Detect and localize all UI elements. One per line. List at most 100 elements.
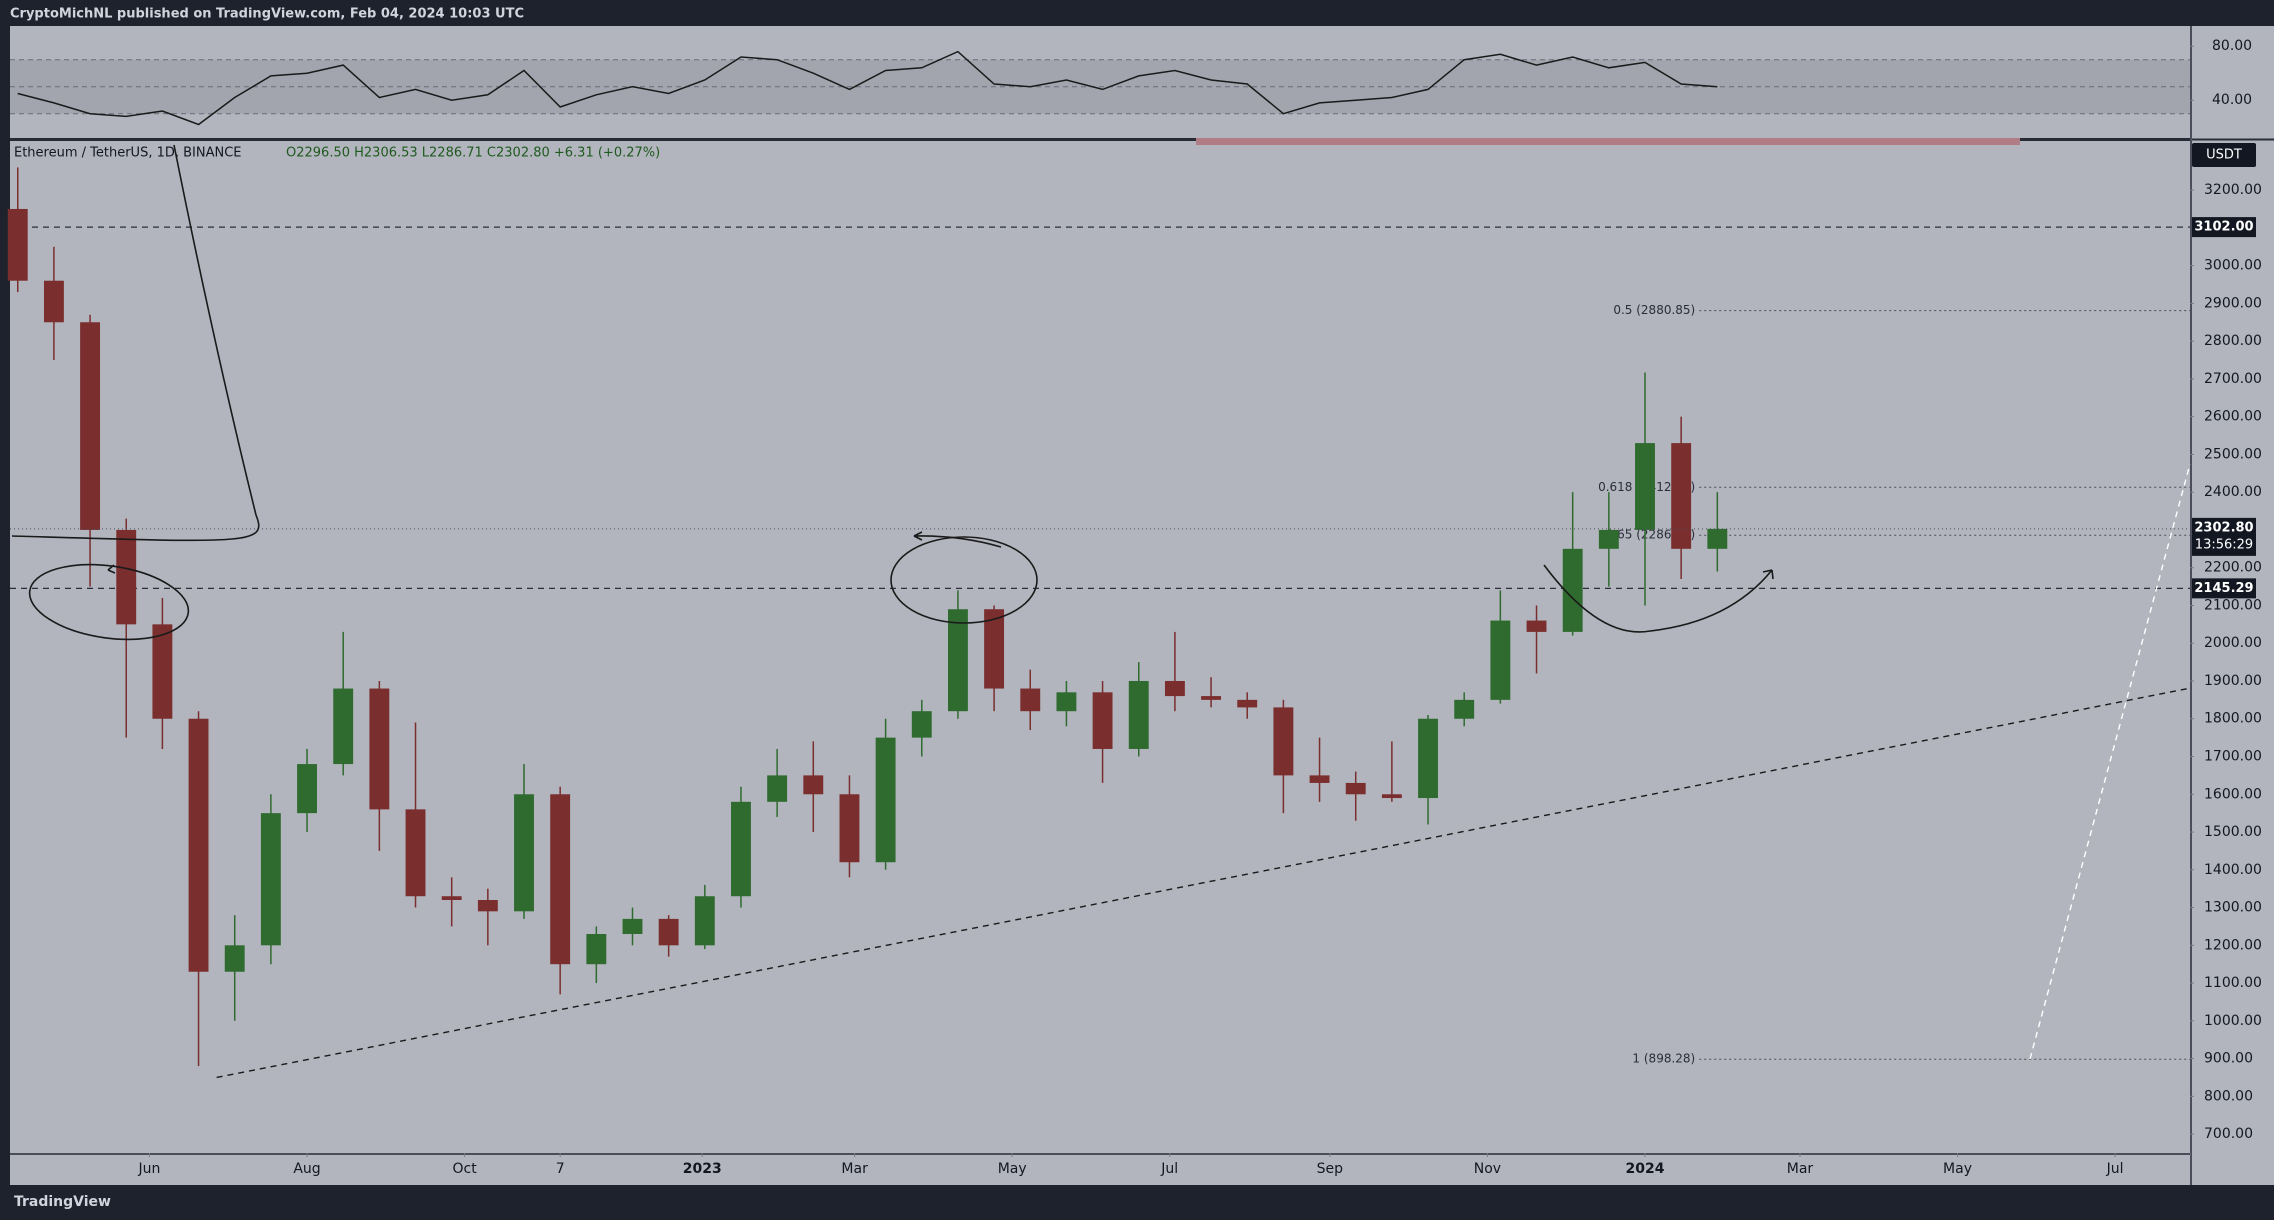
countdown: 13:56:29 [2195, 537, 2253, 552]
hand-arrow [913, 531, 1002, 548]
candle-body [694, 896, 715, 946]
candle-body [875, 737, 896, 863]
y-tick-label: 2800.00 [2204, 333, 2262, 349]
rsi-line [17, 50, 1718, 126]
drawings [11, 144, 2191, 1060]
y-tick-label: 700.00 [2204, 1126, 2253, 1142]
candle-body [441, 896, 462, 900]
footer-text: TradingView [14, 1194, 111, 1210]
y-tick-label: 1400.00 [2204, 862, 2262, 878]
symbol-title: Ethereum / TetherUS, 1D, BINANCE [14, 146, 242, 161]
candle-body [43, 280, 64, 323]
fib-diagonal [2029, 463, 2191, 1060]
rsi-tick-label: 40.00 [2212, 92, 2252, 108]
price-label-box [2192, 578, 2256, 599]
candle-body [405, 809, 426, 897]
y-tick-label: 1600.00 [2204, 786, 2262, 802]
y-tick-label: 900.00 [2204, 1051, 2253, 1067]
y-tick-label: 1700.00 [2204, 749, 2262, 765]
x-tick-label: Sep [1317, 1161, 1344, 1177]
candle-body [803, 775, 824, 795]
hand-curve [1543, 564, 1774, 633]
candle-body [260, 813, 281, 946]
candle-body [369, 688, 390, 810]
x-tick-label: May [1943, 1161, 1972, 1177]
price-label-box [2192, 217, 2256, 238]
candle-body [188, 718, 209, 972]
candle-body [297, 764, 317, 814]
last-price-box [2192, 517, 2256, 556]
y-tick-label: 2100.00 [2204, 597, 2262, 613]
y-tick-label: 3000.00 [2204, 258, 2262, 274]
candle-body [80, 322, 101, 530]
x-tick-label: Jul [2106, 1161, 2124, 1177]
candle-body [1454, 699, 1475, 719]
candle-body [1562, 548, 1583, 632]
candle-body [658, 918, 679, 946]
fib-label: 1 (898.28) [1632, 1052, 1695, 1066]
price-label: 3102.00 [2194, 220, 2253, 235]
price-pane [10, 141, 2190, 1153]
hand-arrow [107, 564, 116, 574]
y-tick-label: 3200.00 [2204, 182, 2262, 198]
x-tick-label: Jun [138, 1161, 161, 1177]
x-tick-label: May [998, 1161, 1027, 1177]
hand-circle [28, 563, 190, 641]
candle-body [984, 609, 1005, 689]
candle-body [116, 529, 137, 625]
candle-body [731, 801, 751, 897]
x-tick-label: Mar [841, 1161, 868, 1177]
candle-body [1092, 692, 1113, 749]
ohlc-label: O2296.50 H2306.53 L2286.71 C2302.80 +6.3… [286, 146, 660, 161]
trendline [216, 687, 2191, 1079]
candle-body [1598, 529, 1619, 549]
currency-box [2192, 143, 2256, 167]
x-tick-label: Mar [1787, 1161, 1814, 1177]
candle-body [1490, 620, 1511, 700]
candle-body [1345, 782, 1366, 795]
x-tick-label: Oct [452, 1161, 477, 1177]
rsi-tick-label: 80.00 [2212, 38, 2252, 54]
candle-body [1056, 692, 1077, 712]
hand-circle [890, 536, 1038, 624]
candle-body [1201, 696, 1222, 700]
candle-body [1237, 699, 1258, 708]
y-tick-label: 1900.00 [2204, 673, 2262, 689]
candle-body [586, 933, 607, 965]
y-tick-label: 2400.00 [2204, 484, 2262, 500]
candle-body [7, 208, 28, 281]
y-tick-label: 2900.00 [2204, 295, 2262, 311]
header-text: CryptoMichNL published on TradingView.co… [10, 7, 524, 22]
candle-body [947, 609, 968, 712]
candle-body [550, 794, 571, 965]
candle-body [477, 900, 498, 912]
price-label: 2145.29 [2194, 581, 2253, 596]
y-tick-label: 2200.00 [2204, 560, 2262, 576]
highlight-bar [1196, 138, 2020, 145]
candle-body [911, 711, 932, 738]
last-price-label: 2302.80 [2194, 520, 2253, 535]
candle-body [1164, 680, 1185, 697]
y-tick-label: 2000.00 [2204, 635, 2262, 651]
candle-body [333, 688, 354, 765]
header-bar [0, 0, 2274, 26]
fib-label: 0.5 (2880.85) [1613, 303, 1695, 317]
candle-body [1273, 707, 1294, 776]
candle-body [1128, 680, 1149, 749]
y-tick-label: 800.00 [2204, 1088, 2253, 1104]
candle-body [224, 945, 245, 972]
x-tick-label: 2024 [1626, 1161, 1665, 1177]
candle-body [1309, 775, 1330, 783]
candle-body [767, 775, 788, 802]
y-tick-label: 1800.00 [2204, 711, 2262, 727]
x-tick-label: 2023 [683, 1161, 722, 1177]
x-tick-label: Jul [1160, 1161, 1178, 1177]
hand-curve [11, 144, 260, 542]
candle-body [1671, 443, 1692, 549]
currency-label: USDT [2206, 148, 2242, 163]
candle-body [1526, 620, 1547, 632]
x-tick-label: Nov [1474, 1161, 1501, 1177]
candle-body [839, 794, 860, 863]
